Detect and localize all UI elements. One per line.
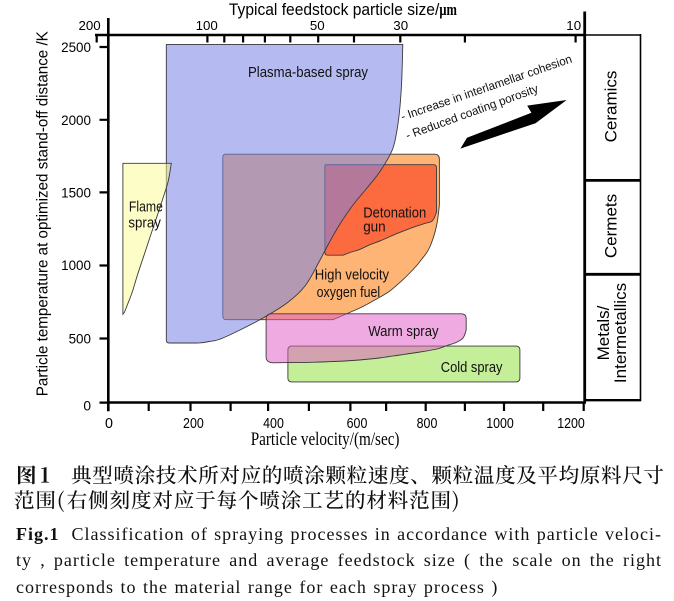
svg-text:Flame: Flame: [129, 200, 163, 216]
svg-text:50: 50: [310, 18, 325, 33]
svg-text:1000: 1000: [486, 416, 514, 432]
svg-text:0: 0: [83, 398, 91, 413]
svg-text:2000: 2000: [61, 113, 91, 128]
svg-text:200: 200: [79, 18, 101, 33]
svg-text:gun: gun: [363, 220, 386, 236]
svg-text:100: 100: [196, 18, 218, 33]
svg-text:30: 30: [393, 18, 408, 33]
svg-text:Particle velocity/(m/sec): Particle velocity/(m/sec): [251, 429, 400, 450]
svg-text:10: 10: [566, 18, 581, 33]
svg-text:Particle temperature at optimi: Particle temperature at optimized stand-…: [34, 31, 51, 397]
svg-text:600: 600: [347, 416, 368, 432]
svg-text:Metals/: Metals/: [594, 305, 613, 360]
svg-text:500: 500: [69, 332, 92, 347]
svg-text:Detonation: Detonation: [363, 206, 426, 222]
svg-text:0: 0: [105, 416, 113, 432]
svg-text:Cold spray: Cold spray: [441, 360, 503, 376]
svg-text:1500: 1500: [61, 185, 91, 200]
svg-text:oxygen fuel: oxygen fuel: [317, 285, 381, 301]
svg-text:μm: μm: [439, 0, 457, 19]
svg-text:1000: 1000: [61, 258, 91, 273]
svg-text:Plasma-based spray: Plasma-based spray: [248, 65, 369, 81]
svg-text:spray: spray: [128, 216, 161, 232]
svg-text:200: 200: [183, 416, 204, 432]
svg-text:400: 400: [263, 416, 284, 432]
svg-text:High velocity: High velocity: [315, 267, 390, 283]
svg-text:Ceramics: Ceramics: [602, 71, 621, 143]
svg-text:Intermetallics: Intermetallics: [611, 283, 630, 383]
svg-text:Cermets: Cermets: [602, 194, 621, 258]
svg-text:1200: 1200: [557, 416, 585, 432]
svg-text:2500: 2500: [61, 40, 91, 55]
svg-text:Warm spray: Warm spray: [368, 324, 439, 340]
svg-text:Typical feedstock particle siz: Typical feedstock particle size/: [229, 1, 440, 19]
svg-text:800: 800: [417, 416, 438, 432]
